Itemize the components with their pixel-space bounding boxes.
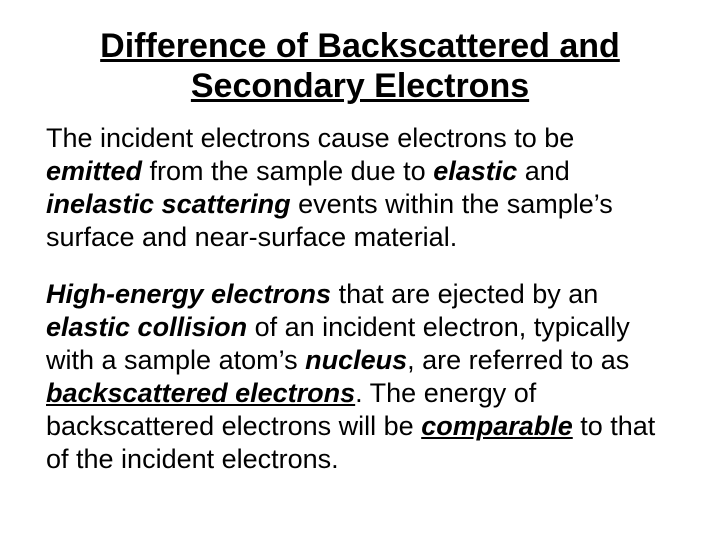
title-line-2: Secondary Electrons	[191, 67, 529, 105]
slide-container: Difference of Backscattered and Secondar…	[0, 0, 720, 540]
paragraph-2: High-energy electrons that are ejected b…	[40, 278, 680, 476]
p1-text-3: and	[517, 156, 570, 186]
p2-text-1: that are ejected by an	[331, 279, 598, 309]
p1-keyword-emitted: emitted	[46, 156, 142, 186]
p2-keyword-comparable: comparable	[421, 411, 573, 441]
p2-text-3: , are referred to as	[407, 345, 629, 375]
p2-keyword-nucleus: nucleus	[305, 345, 407, 375]
slide-title: Difference of Backscattered and Secondar…	[40, 26, 680, 106]
title-line-1: Difference of Backscattered and	[100, 27, 620, 65]
p1-text-2: from the sample due to	[142, 156, 433, 186]
p1-keyword-inelastic-scattering: inelastic scattering	[46, 189, 291, 219]
p2-keyword-elastic-collision: elastic collision	[46, 312, 247, 342]
paragraph-1: The incident electrons cause electrons t…	[40, 122, 680, 254]
p2-keyword-high-energy-electrons: High-energy electrons	[46, 279, 331, 309]
p2-keyword-backscattered-electrons: backscattered electrons	[46, 378, 355, 408]
p1-text-1: The incident electrons cause electrons t…	[46, 123, 574, 153]
p1-keyword-elastic: elastic	[433, 156, 517, 186]
